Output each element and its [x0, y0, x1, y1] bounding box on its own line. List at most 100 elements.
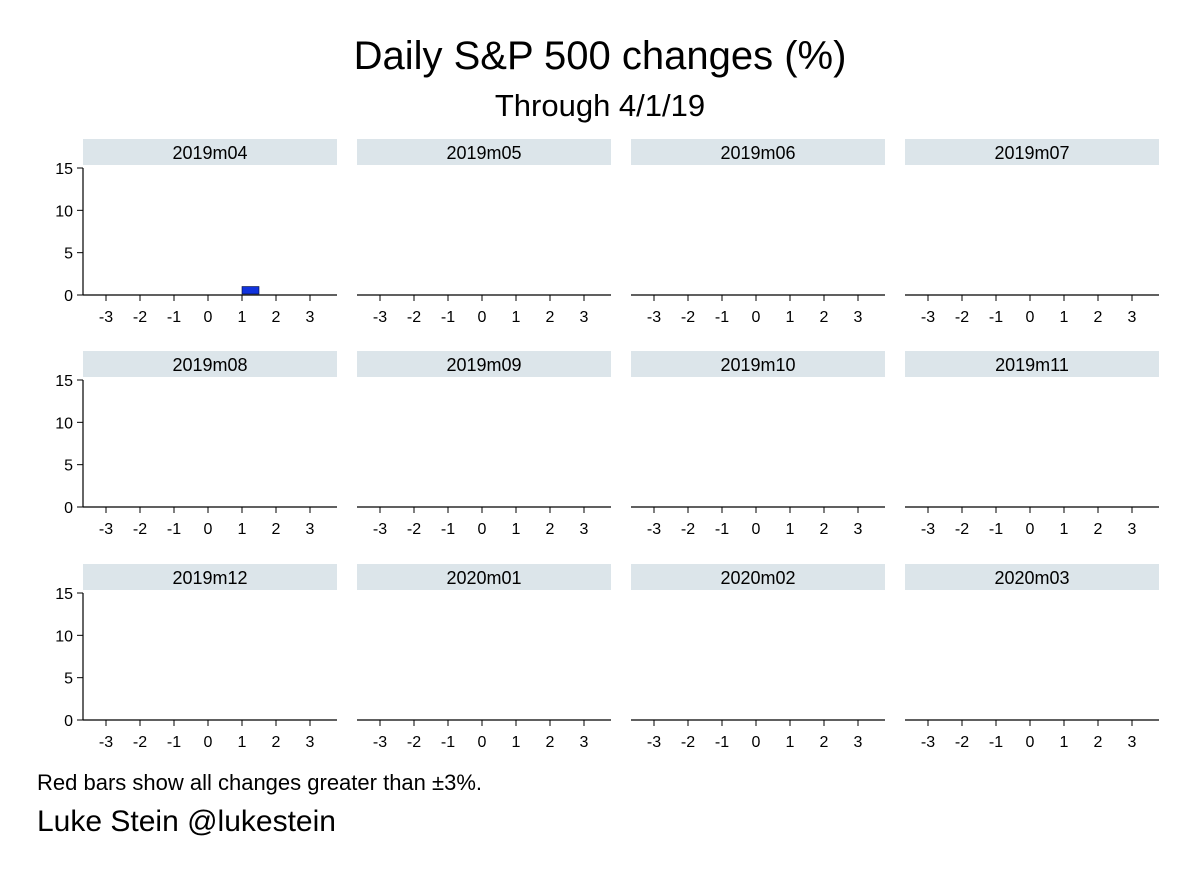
x-tick-label: 0	[752, 521, 761, 538]
x-tick-label: 0	[204, 309, 213, 326]
chart-note: Red bars show all changes greater than ±…	[37, 770, 482, 795]
x-tick-label: 3	[1128, 309, 1137, 326]
chart-title: Daily S&P 500 changes (%)	[353, 34, 847, 78]
x-tick-label: -2	[955, 734, 969, 751]
x-tick-label: 0	[478, 734, 487, 751]
x-tick-label: -3	[99, 521, 113, 538]
x-tick-label: 0	[478, 309, 487, 326]
x-tick-label: 1	[786, 734, 795, 751]
x-tick-label: 1	[786, 521, 795, 538]
x-tick-label: 3	[580, 309, 589, 326]
panel-header	[83, 564, 337, 590]
x-tick-label: 2	[272, 521, 281, 538]
panel-label: 2020m03	[994, 568, 1069, 588]
panel-header	[631, 564, 885, 590]
x-tick-label: -2	[681, 309, 695, 326]
chart-credit: Luke Stein @lukestein	[37, 805, 336, 838]
x-tick-label: 2	[272, 734, 281, 751]
y-tick-label: 0	[64, 288, 73, 305]
x-tick-label: -3	[373, 521, 387, 538]
x-tick-label: 1	[238, 734, 247, 751]
x-tick-label: -3	[921, 521, 935, 538]
x-tick-label: 0	[1026, 309, 1035, 326]
y-tick-label: 10	[55, 203, 73, 220]
x-tick-label: 0	[204, 521, 213, 538]
x-tick-label: -1	[441, 734, 455, 751]
x-tick-label: 0	[1026, 734, 1035, 751]
x-tick-label: 3	[580, 521, 589, 538]
panel-header	[83, 139, 337, 165]
panel-label: 2019m07	[994, 143, 1069, 163]
x-tick-label: -1	[441, 309, 455, 326]
panel-header	[631, 351, 885, 377]
x-tick-label: -2	[133, 521, 147, 538]
x-tick-label: 3	[306, 521, 315, 538]
panel-header	[357, 564, 611, 590]
x-tick-label: -2	[133, 309, 147, 326]
x-tick-label: -2	[407, 734, 421, 751]
x-tick-label: -3	[99, 734, 113, 751]
panel-label: 2019m08	[172, 355, 247, 375]
panel-label: 2019m05	[446, 143, 521, 163]
panel-header	[905, 139, 1159, 165]
panel-label: 2020m01	[446, 568, 521, 588]
x-tick-label: -3	[99, 309, 113, 326]
x-tick-label: -1	[715, 521, 729, 538]
y-tick-label: 15	[55, 586, 73, 603]
y-tick-label: 0	[64, 713, 73, 730]
x-tick-label: -1	[989, 309, 1003, 326]
x-tick-label: 0	[478, 521, 487, 538]
panel-header	[631, 139, 885, 165]
panel-label: 2019m04	[172, 143, 247, 163]
x-tick-label: -1	[167, 734, 181, 751]
x-tick-label: -3	[647, 521, 661, 538]
x-tick-label: 2	[546, 734, 555, 751]
x-tick-label: -2	[133, 734, 147, 751]
y-tick-label: 5	[64, 671, 73, 688]
panel-header	[357, 351, 611, 377]
panel-label: 2019m12	[172, 568, 247, 588]
x-tick-label: -2	[955, 309, 969, 326]
x-tick-label: 3	[854, 734, 863, 751]
y-tick-label: 10	[55, 415, 73, 432]
x-tick-label: 1	[512, 734, 521, 751]
x-tick-label: 1	[1060, 521, 1069, 538]
x-tick-label: -2	[407, 521, 421, 538]
x-tick-label: 3	[580, 734, 589, 751]
x-tick-label: -2	[681, 734, 695, 751]
panel-label: 2019m09	[446, 355, 521, 375]
panel-label: 2020m02	[720, 568, 795, 588]
x-tick-label: 0	[752, 309, 761, 326]
x-tick-label: 1	[238, 309, 247, 326]
x-tick-label: -3	[373, 309, 387, 326]
bar	[241, 286, 260, 295]
y-tick-label: 15	[55, 161, 73, 178]
x-tick-label: 3	[854, 309, 863, 326]
y-tick-label: 10	[55, 628, 73, 645]
panel-header	[905, 351, 1159, 377]
x-tick-label: -3	[373, 734, 387, 751]
panel-label: 2019m10	[720, 355, 795, 375]
x-tick-label: 3	[1128, 734, 1137, 751]
x-tick-label: 0	[204, 734, 213, 751]
y-tick-label: 0	[64, 500, 73, 517]
x-tick-label: 2	[820, 309, 829, 326]
chart-subtitle: Through 4/1/19	[494, 88, 706, 123]
x-tick-label: 2	[272, 309, 281, 326]
x-tick-label: 3	[306, 309, 315, 326]
y-tick-label: 5	[64, 458, 73, 475]
x-tick-label: 2	[546, 309, 555, 326]
x-tick-label: -2	[407, 309, 421, 326]
x-tick-label: 3	[306, 734, 315, 751]
x-tick-label: -3	[647, 734, 661, 751]
panel-header	[357, 139, 611, 165]
x-tick-label: 2	[820, 521, 829, 538]
x-tick-label: -1	[715, 309, 729, 326]
x-tick-label: -1	[167, 521, 181, 538]
x-tick-label: 1	[512, 521, 521, 538]
x-tick-label: 3	[1128, 521, 1137, 538]
x-tick-label: -1	[441, 521, 455, 538]
x-tick-label: 1	[786, 309, 795, 326]
x-tick-label: 2	[1094, 309, 1103, 326]
